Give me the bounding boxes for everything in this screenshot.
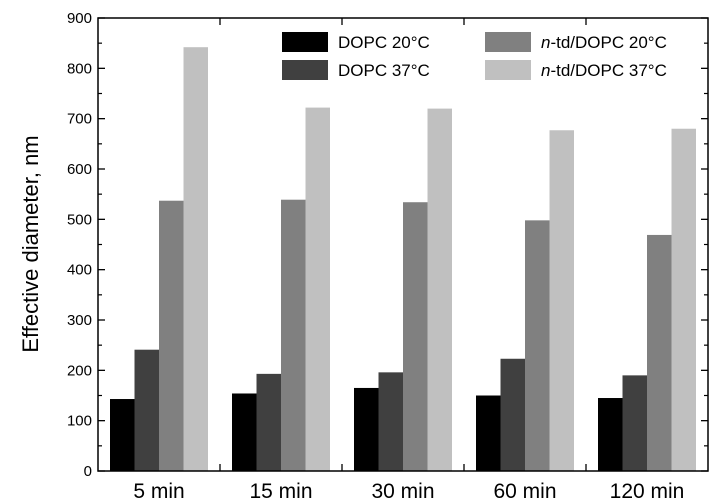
y-tick-label: 400 — [67, 262, 92, 279]
bar-4-4 — [549, 130, 574, 471]
legend-label-2: DOPC 37°C — [338, 61, 430, 80]
y-tick-label: 900 — [67, 10, 92, 27]
y-tick-label: 100 — [67, 413, 92, 430]
legend-label-1: DOPC 20°C — [338, 33, 430, 52]
legend-label-3: n-td/DOPC 20°C — [541, 33, 667, 52]
bar-3-5 — [647, 234, 672, 471]
y-tick-label: 500 — [67, 211, 92, 228]
bar-3-4 — [525, 220, 550, 471]
bar-2-5 — [622, 375, 647, 471]
bar-2-1 — [134, 349, 159, 471]
bar-3-2 — [281, 199, 306, 471]
bar-4-1 — [183, 47, 208, 472]
x-tick-label: 60 min — [493, 480, 556, 503]
bars-layer — [110, 47, 696, 472]
bar-1-3 — [354, 387, 379, 471]
x-tick-label: 120 min — [610, 480, 685, 503]
legend: DOPC 20°C DOPC 37°C n-td/DOPC 20°C n-td/DOP… — [282, 32, 667, 80]
bar-3-3 — [403, 202, 428, 471]
legend-swatch-1 — [282, 32, 328, 52]
bar-1-4 — [476, 395, 501, 471]
bar-1-5 — [598, 398, 623, 471]
bar-3-1 — [159, 200, 184, 471]
y-tick-label: 200 — [67, 362, 92, 379]
y-axis-title: Effective diameter, nm — [18, 135, 43, 352]
legend-swatch-4 — [485, 60, 531, 80]
y-tick-label: 300 — [67, 312, 92, 329]
y-tick-label: 800 — [67, 60, 92, 77]
bar-4-5 — [671, 128, 696, 471]
legend-label-4: n-td/DOPC 37°C — [541, 61, 667, 80]
y-tick-label: 700 — [67, 111, 92, 128]
bar-4-3 — [427, 108, 452, 471]
bar-2-4 — [500, 358, 525, 471]
legend-swatch-2 — [282, 60, 328, 80]
axes-layer: 0 100 200 300 400 500 600 700 800 900 5 min 15 min 3… — [67, 10, 709, 503]
y-tick-label: 600 — [67, 161, 92, 178]
bar-1-1 — [110, 399, 135, 471]
bar-1-2 — [232, 393, 257, 471]
bar-2-2 — [256, 373, 281, 471]
y-tick-label: 0 — [84, 463, 92, 480]
x-tick-label: 15 min — [249, 480, 312, 503]
bar-2-3 — [378, 372, 403, 471]
x-tick-label: 30 min — [371, 480, 434, 503]
bar-4-2 — [305, 107, 330, 472]
legend-swatch-3 — [485, 32, 531, 52]
x-tick-label: 5 min — [133, 480, 184, 503]
